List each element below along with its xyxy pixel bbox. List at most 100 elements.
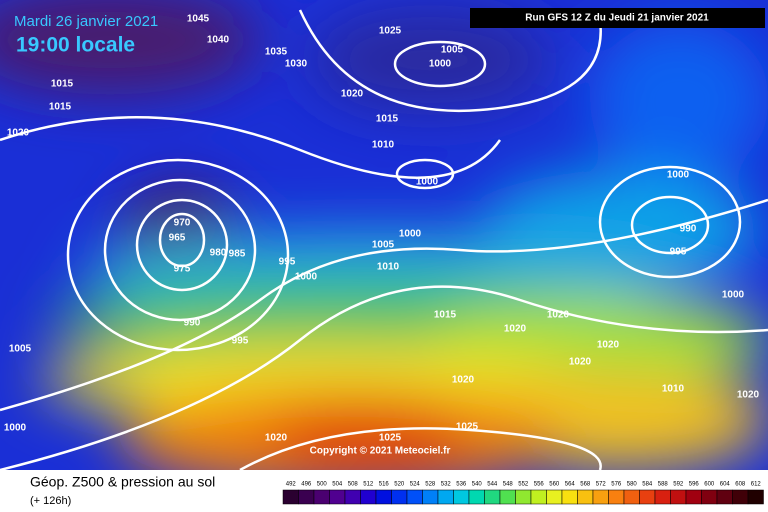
isobar-label: 1020 [547,310,570,321]
map-time: 19:00 locale [16,34,135,57]
isobar-label: 1020 [737,390,760,401]
scale-label: 548 [503,482,514,488]
run-box [470,8,765,28]
isobar-label: 1020 [569,357,592,368]
footer-title: Géop. Z500 & pression au sol [30,474,215,490]
scale-label: 508 [348,482,359,488]
isobars [0,9,768,470]
scale-label: 504 [332,482,343,488]
scale-label: 552 [518,482,529,488]
scale-swatch [298,489,315,505]
isobar-label: 1000 [416,177,439,188]
isobar-label: 995 [232,336,249,347]
scale-swatch [406,489,423,505]
scale-swatch [639,489,656,505]
isobar-label: 1025 [379,433,402,444]
scale-label: 596 [689,482,700,488]
scale-label: 516 [379,482,390,488]
scale-swatch [468,489,485,505]
map-date: Mardi 26 janvier 2021 [14,13,158,30]
isobar-label: 995 [279,257,296,268]
scale-label: 500 [317,482,328,488]
isobar-label: 1020 [265,433,288,444]
scale-swatch [344,489,361,505]
isobar-label: 1010 [662,384,685,395]
scale-swatch [360,489,377,505]
scale-label: 512 [363,482,374,488]
scale-label: 580 [627,482,638,488]
scale-swatch [422,489,439,505]
isobar-label: 990 [184,318,201,329]
scale-label: 496 [301,482,312,488]
scale-swatch [608,489,625,505]
footer-lead: (+ 126h) [30,495,71,507]
scale-label: 592 [673,482,684,488]
isobar-label: 1020 [452,375,475,386]
copyright: Copyright © 2021 Meteociel.fr [310,446,451,457]
scale-swatch [701,489,718,505]
scale-label: 612 [751,482,762,488]
scale-swatch [716,489,733,505]
isobar-label: 1035 [265,47,288,58]
scale-swatch [546,489,563,505]
scale-swatch [499,489,516,505]
scale-label: 576 [611,482,622,488]
scale-label: 520 [394,482,405,488]
isobar-label: 995 [670,247,687,258]
isobar-label: 1020 [7,128,30,139]
isobar-label: 1020 [504,324,527,335]
isobar-label: 1000 [295,272,318,283]
scale-label: 604 [720,482,731,488]
isobar-label: 1045 [187,14,210,25]
scale-swatch [670,489,687,505]
scale-label: 492 [286,482,297,488]
scale-swatch [623,489,640,505]
isobar-label: 1015 [49,102,72,113]
scale-label: 584 [642,482,653,488]
isobar-label: 1025 [379,26,402,37]
scale-swatch [453,489,470,505]
scale-label: 544 [487,482,498,488]
scale-label: 524 [410,482,421,488]
isobar-label: 1010 [372,140,395,151]
isobar-label: 1015 [51,79,74,90]
isobar-label: 1020 [597,340,620,351]
isobar-label: 1040 [207,35,230,46]
isobar-label: 965 [169,233,186,244]
isobar-label: 975 [174,264,191,275]
isobar-label: 1000 [667,170,690,181]
scale-swatch [685,489,702,505]
isobar-label: 1015 [376,114,399,125]
color-scale: 492 496 500 504 508 512 516 520 524 528 532 536 540 5… [282,482,764,505]
isobar-label: 990 [680,224,697,235]
run-info: Run GFS 12 Z du Jeudi 21 janvier 2021 [525,13,709,24]
isobar-label: 1015 [434,310,457,321]
isobar-label: 1000 [399,229,422,240]
scale-swatch [515,489,532,505]
scale-swatch [484,489,501,505]
isobar-label: 1000 [429,59,452,70]
scale-swatch [530,489,547,505]
scale-swatch [592,489,609,505]
scale-swatch [561,489,578,505]
scale-swatch [747,489,764,505]
scale-label: 556 [534,482,545,488]
scale-label: 568 [580,482,591,488]
isobar-label: 1000 [722,290,745,301]
scale-label: 528 [425,482,436,488]
scale-label: 532 [441,482,452,488]
scale-swatch [654,489,671,505]
scale-label: 564 [565,482,576,488]
scale-swatch [329,489,346,505]
isobar-label: 1030 [285,59,308,70]
scale-label: 600 [704,482,715,488]
isobar-label: 985 [229,249,246,260]
scale-swatch [313,489,330,505]
scale-swatch [282,489,299,505]
scale-label: 560 [549,482,560,488]
isobar-label: 1005 [441,45,464,56]
